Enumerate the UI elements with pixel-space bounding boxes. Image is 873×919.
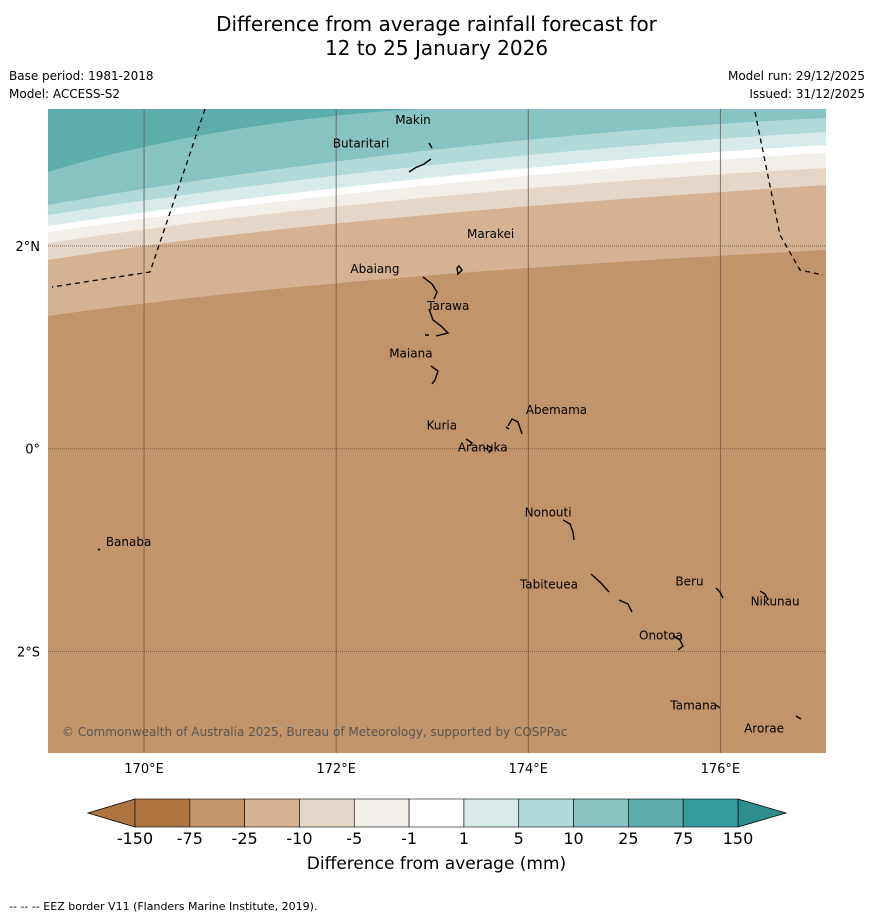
colorbar-segment (408, 798, 465, 828)
lon-tick-label: 174°E (508, 762, 548, 777)
place-label-aranuka: Aranuka (458, 441, 508, 455)
map-title: Difference from average rainfall forecas… (0, 12, 873, 60)
title-line-2: 12 to 25 January 2026 (324, 36, 549, 60)
place-label-butaritari: Butaritari (333, 136, 390, 150)
colorbar-tick-label: 150 (722, 829, 754, 848)
colorbar-extend-high (737, 798, 788, 828)
base-period: Base period: 1981-2018 (9, 69, 154, 83)
lon-tick-label: 176°E (701, 762, 741, 777)
meta-left: Base period: 1981-2018 Model: ACCESS-S2 (9, 67, 154, 103)
atoll-outlines (97, 142, 802, 720)
place-label-beru: Beru (675, 575, 703, 589)
colorbar-segment (134, 798, 191, 828)
atoll-abaiang (422, 276, 438, 300)
colorbar-segment (353, 798, 410, 828)
atoll-onotoa (672, 635, 684, 651)
atoll-tabiteuea-north (590, 573, 610, 593)
place-label-maiana: Maiana (389, 346, 432, 360)
atoll-maiana (430, 365, 439, 385)
place-labels: Makin Butaritari Marakei Abaiang Tarawa Maian… (106, 113, 800, 735)
colorbar-extend-low (86, 798, 136, 828)
atoll-beru (715, 587, 724, 599)
colorbar (86, 798, 788, 828)
meta-right: Model run: 29/12/2025 Issued: 31/12/2025 (728, 67, 865, 103)
atoll-arorae (795, 715, 802, 720)
place-label-tarawa: Tarawa (426, 299, 469, 313)
place-label-makin: Makin (395, 113, 431, 127)
axis-labels: 170°E 172°E 174°E 176°E 2°N 0° 2°S (16, 240, 741, 777)
place-label-marakei: Marakei (467, 227, 514, 241)
colorbar-segment (573, 798, 629, 828)
atoll-nonouti (562, 519, 575, 541)
atoll-banaba (97, 548, 101, 551)
lat-tick-label: 0° (25, 443, 40, 458)
model-name: Model: ACCESS-S2 (9, 87, 121, 101)
lat-tick-label: 2°N (16, 240, 41, 255)
place-label-kuria: Kuria (427, 418, 458, 432)
colorbar-segment (244, 798, 300, 828)
atoll-butaritari (408, 158, 432, 173)
atoll-tabiteuea-south (618, 599, 633, 613)
eez-border-east (754, 111, 824, 276)
copyright-notice: © Commonwealth of Australia 2025, Bureau… (62, 725, 567, 739)
lat-tick-label: 2°S (17, 646, 40, 661)
graticule (48, 109, 826, 753)
colorbar-tick-label: 5 (513, 829, 524, 848)
colorbar-tick-label: -1 (401, 829, 418, 848)
colorbar-tick-label: -150 (116, 829, 154, 848)
place-label-nikunau: Nikunau (751, 595, 800, 609)
place-label-banaba: Banaba (106, 535, 152, 549)
title-line-1: Difference from average rainfall forecas… (216, 12, 657, 36)
place-label-onotoa: Onotoa (639, 628, 683, 642)
colorbar-tick-label: -75 (176, 829, 203, 848)
model-run: Model run: 29/12/2025 (727, 69, 865, 83)
colorbar-tick-label: -10 (286, 829, 313, 848)
map-frame: Makin Butaritari Marakei Abaiang Tarawa Maian… (48, 109, 826, 753)
place-label-abaiang: Abaiang (350, 262, 399, 276)
atoll-nikunau (759, 590, 769, 601)
band-pos-10 (48, 109, 826, 205)
eez-footnote: -- -- -- EEZ border V11 (Flanders Marine… (9, 900, 318, 913)
colorbar-segment (682, 798, 739, 828)
colorbar-segment (463, 798, 520, 828)
place-label-tamana: Tamana (669, 698, 717, 712)
colorbar-tick-label: 1 (458, 829, 469, 848)
place-label-tabiteuea: Tabiteuea (519, 578, 578, 592)
atoll-kuria (465, 438, 473, 447)
eez-border-west (51, 109, 206, 288)
colorbar-tick-label: -25 (231, 829, 258, 848)
lon-tick-label: 172°E (316, 762, 356, 777)
atoll-tarawa (425, 308, 450, 337)
colorbar-segment (628, 798, 684, 828)
band-pos-25 (48, 109, 420, 172)
colorbar-tick-label: 10 (563, 829, 584, 848)
colorbar-segment (189, 798, 245, 828)
colorbar-tick-label: 75 (672, 829, 694, 848)
lon-tick-label: 170°E (124, 762, 164, 777)
atoll-tamana (715, 704, 721, 709)
atoll-makin (428, 142, 433, 149)
place-label-nonouti: Nonouti (525, 506, 572, 520)
atoll-aranuka (482, 445, 493, 454)
place-label-arorae: Arorae (744, 722, 784, 736)
atoll-marakei (456, 264, 463, 276)
colorbar-segment (518, 798, 574, 828)
colorbar-segment (299, 798, 355, 828)
issued-date: Issued: 31/12/2025 (749, 87, 865, 101)
colorbar-title: Difference from average (mm) (306, 854, 567, 874)
atoll-abemama (505, 418, 523, 435)
colorbar-tick-label: 25 (618, 829, 639, 848)
place-label-abemama: Abemama (526, 403, 587, 417)
colorbar-tick-label: -5 (346, 829, 363, 848)
